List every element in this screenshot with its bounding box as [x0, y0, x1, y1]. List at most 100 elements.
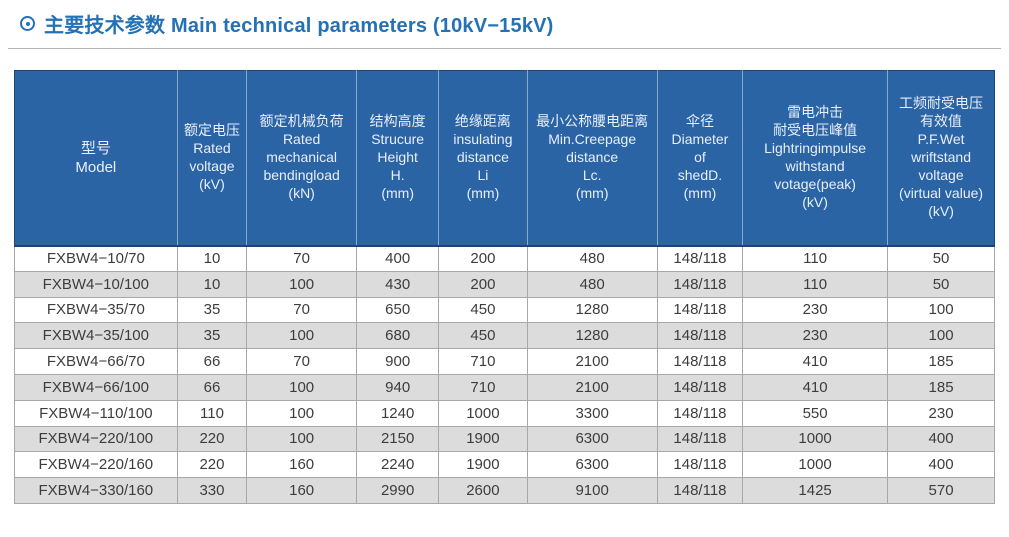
value-cell: 6300 [526, 451, 658, 479]
value-cell: 230 [887, 399, 995, 427]
table-body: FXBW4−10/70 10 70 400 200 480 148/118 110 50 FXBW… [14, 245, 995, 504]
model-cell: FXBW4−10/70 [14, 245, 178, 272]
value-cell: 3300 [526, 399, 658, 427]
value-cell: 1425 [742, 477, 889, 504]
value-cell: 185 [887, 373, 995, 401]
table-row: FXBW4−330/160 330 160 2990 2600 9100 148/118 14… [14, 477, 995, 504]
section-title: 主要技术参数 Main technical parameters (10kV−1… [20, 9, 554, 38]
value-cell: 110 [742, 270, 889, 298]
value-cell: 70 [246, 245, 357, 272]
table-row: FXBW4−220/160 220 160 2240 1900 6300 148/118 10… [14, 451, 995, 479]
technical-parameters-table: 型号 Model 额定电压 Rated voltage (kV) 额定机械负荷 Ra… [14, 70, 995, 504]
value-cell: 410 [742, 348, 889, 375]
value-cell: 480 [526, 270, 658, 298]
value-cell: 50 [887, 270, 995, 298]
value-cell: 400 [887, 425, 995, 453]
model-cell: FXBW4−330/160 [14, 477, 178, 504]
value-cell: 6300 [526, 425, 658, 453]
table-header: 型号 Model 额定电压 Rated voltage (kV) 额定机械负荷 Ra… [14, 70, 995, 247]
value-cell: 70 [246, 296, 357, 324]
value-cell: 148/118 [656, 425, 744, 453]
value-cell: 66 [176, 348, 248, 375]
value-cell: 940 [355, 373, 440, 401]
value-cell: 2100 [526, 348, 658, 375]
value-cell: 70 [246, 348, 357, 375]
value-cell: 2240 [355, 451, 440, 479]
value-cell: 148/118 [656, 322, 744, 350]
value-cell: 66 [176, 373, 248, 401]
value-cell: 400 [355, 245, 440, 272]
value-cell: 35 [176, 322, 248, 350]
value-cell: 1280 [526, 296, 658, 324]
column-header-shed-diameter: 伞径 Diameter of shedD. (mm) [657, 70, 744, 247]
value-cell: 148/118 [656, 270, 744, 298]
value-cell: 1240 [355, 399, 440, 427]
value-cell: 1900 [438, 451, 528, 479]
page-title: 主要技术参数 Main technical parameters (10kV−1… [44, 15, 554, 37]
value-cell: 200 [438, 245, 528, 272]
value-cell: 680 [355, 322, 440, 350]
value-cell: 148/118 [656, 451, 744, 479]
value-cell: 2600 [438, 477, 528, 504]
title-divider [8, 48, 1001, 49]
value-cell: 148/118 [656, 296, 744, 324]
value-cell: 710 [438, 348, 528, 375]
value-cell: 148/118 [656, 477, 744, 504]
value-cell: 185 [887, 348, 995, 375]
column-header-rated-mechanical-bending-load: 额定机械负荷 Rated mechanical bendingload (kN) [246, 70, 357, 247]
table-row: FXBW4−66/70 66 70 900 710 2100 148/118 410 185 [14, 348, 995, 375]
value-cell: 480 [526, 245, 658, 272]
value-cell: 430 [355, 270, 440, 298]
table-header-row: 型号 Model 额定电压 Rated voltage (kV) 额定机械负荷 Ra… [14, 70, 995, 247]
value-cell: 220 [176, 451, 248, 479]
value-cell: 220 [176, 425, 248, 453]
value-cell: 330 [176, 477, 248, 504]
column-header-rated-voltage: 额定电压 Rated voltage (kV) [177, 70, 248, 247]
column-header-min-creepage-distance: 最小公称腰电距离 Min.Creepage distance Lc. (mm) [527, 70, 658, 247]
value-cell: 160 [246, 451, 357, 479]
value-cell: 148/118 [656, 245, 744, 272]
value-cell: 160 [246, 477, 357, 504]
value-cell: 10 [176, 270, 248, 298]
value-cell: 148/118 [656, 373, 744, 401]
column-header-lightning-impulse-withstand-voltage: 雷电冲击 耐受电压峰值 Lightringimpulse withstand v… [742, 70, 889, 247]
value-cell: 100 [246, 322, 357, 350]
model-cell: FXBW4−35/70 [14, 296, 178, 324]
table-row: FXBW4−110/100 110 100 1240 1000 3300 148/118 55… [14, 399, 995, 427]
value-cell: 230 [742, 322, 889, 350]
table-row: FXBW4−35/100 35 100 680 450 1280 148/118 230 100 [14, 322, 995, 350]
model-cell: FXBW4−66/70 [14, 348, 178, 375]
value-cell: 1000 [438, 399, 528, 427]
value-cell: 148/118 [656, 348, 744, 375]
value-cell: 2100 [526, 373, 658, 401]
column-header-insulating-distance: 绝缘距离 insulating distance Li (mm) [438, 70, 528, 247]
model-cell: FXBW4−220/100 [14, 425, 178, 453]
value-cell: 410 [742, 373, 889, 401]
value-cell: 100 [246, 399, 357, 427]
value-cell: 900 [355, 348, 440, 375]
value-cell: 2990 [355, 477, 440, 504]
value-cell: 450 [438, 296, 528, 324]
column-header-power-frequency-withstand-voltage: 工频耐受电压 有效值 P.F.Wet wriftstand voltage (v… [887, 70, 995, 247]
value-cell: 400 [887, 451, 995, 479]
value-cell: 110 [176, 399, 248, 427]
model-cell: FXBW4−110/100 [14, 399, 178, 427]
value-cell: 1000 [742, 451, 889, 479]
value-cell: 110 [742, 245, 889, 272]
value-cell: 50 [887, 245, 995, 272]
value-cell: 1280 [526, 322, 658, 350]
value-cell: 200 [438, 270, 528, 298]
value-cell: 100 [246, 425, 357, 453]
model-cell: FXBW4−35/100 [14, 322, 178, 350]
table-row: FXBW4−10/100 10 100 430 200 480 148/118 110 50 [14, 270, 995, 298]
value-cell: 230 [742, 296, 889, 324]
model-cell: FXBW4−220/160 [14, 451, 178, 479]
circled-dot-icon [20, 16, 35, 31]
column-header-model: 型号 Model [14, 70, 178, 247]
value-cell: 100 [887, 296, 995, 324]
value-cell: 710 [438, 373, 528, 401]
value-cell: 650 [355, 296, 440, 324]
value-cell: 35 [176, 296, 248, 324]
value-cell: 1000 [742, 425, 889, 453]
